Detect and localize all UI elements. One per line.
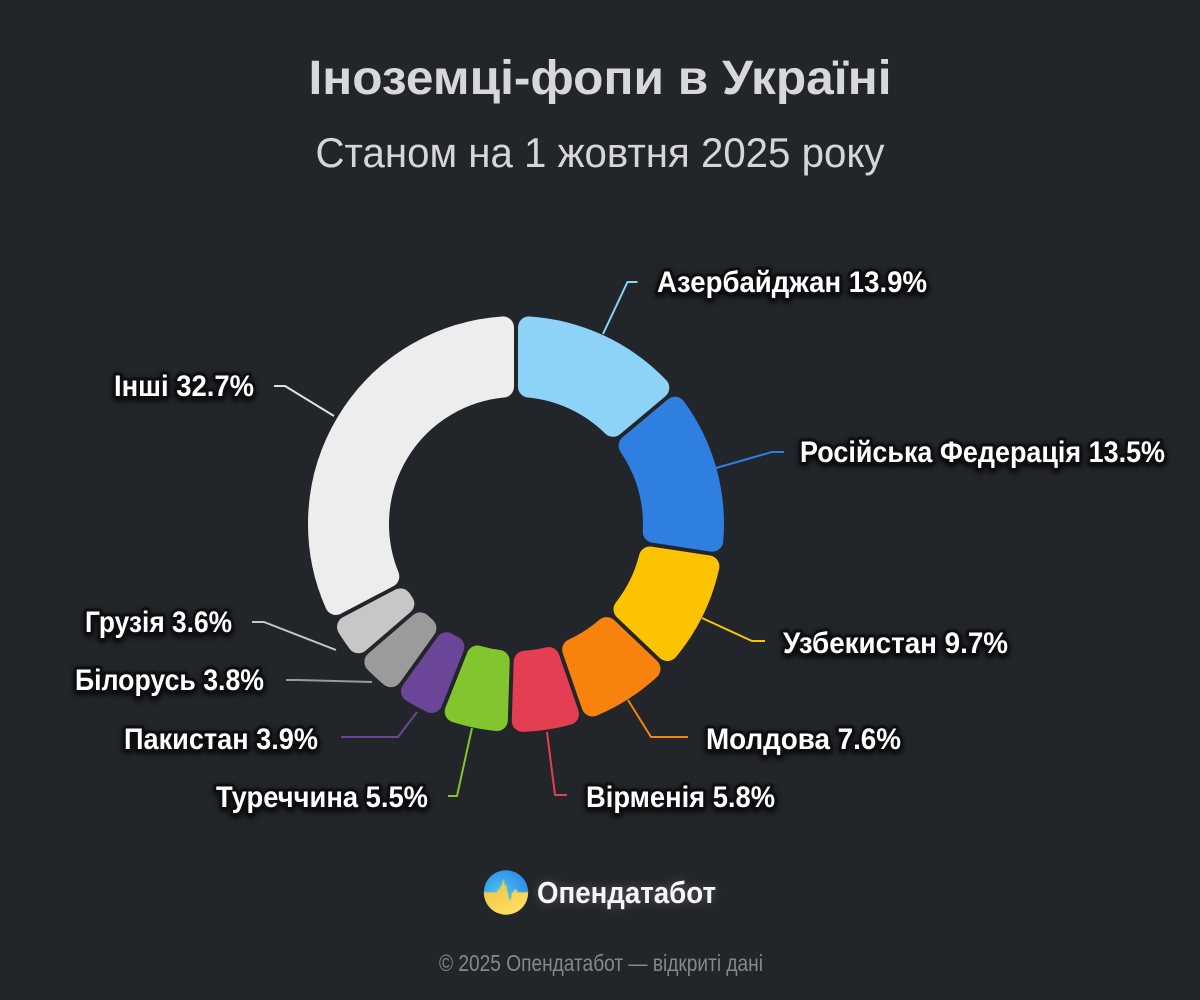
svg-text:Іноземці-фопи в Україні: Іноземці-фопи в Україні	[309, 52, 892, 105]
svg-text:Туреччина 5.5%: Туреччина 5.5%	[216, 781, 428, 814]
svg-text:Опендатабот: Опендатабот	[537, 875, 716, 910]
svg-text:Пакистан 3.9%: Пакистан 3.9%	[124, 723, 318, 756]
svg-text:Російська Федерація 13.5%: Російська Федерація 13.5%	[800, 436, 1165, 469]
svg-text:Грузія 3.6%: Грузія 3.6%	[85, 606, 232, 639]
svg-text:Білорусь 3.8%: Білорусь 3.8%	[75, 664, 264, 697]
svg-text:Молдова 7.6%: Молдова 7.6%	[706, 723, 901, 756]
svg-text:Станом на 1 жовтня 2025 року: Станом на 1 жовтня 2025 року	[316, 129, 885, 176]
svg-text:Інші 32.7%: Інші 32.7%	[114, 370, 254, 403]
svg-text:© 2025 Опендатабот — відкриті: © 2025 Опендатабот — відкриті дані	[439, 950, 763, 976]
svg-text:Вірменія 5.8%: Вірменія 5.8%	[586, 781, 775, 814]
svg-text:Узбекистан 9.7%: Узбекистан 9.7%	[783, 627, 1008, 660]
svg-text:Азербайджан 13.9%: Азербайджан 13.9%	[657, 266, 927, 299]
